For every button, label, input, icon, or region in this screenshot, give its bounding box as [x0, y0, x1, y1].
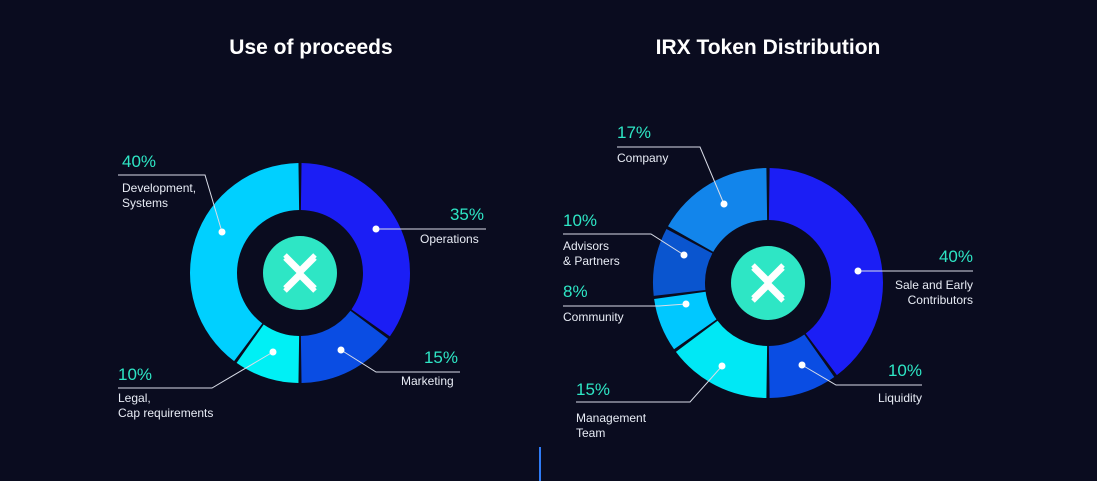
slice-label: Contributors	[908, 293, 973, 307]
pie-slice	[652, 229, 713, 296]
slice-label: Community	[563, 310, 624, 324]
slice-label: Legal,	[118, 391, 151, 405]
data-label-percent: 10%	[888, 361, 922, 380]
slice-label: Systems	[122, 196, 168, 210]
leader-line	[340, 349, 460, 373]
pie-slice	[300, 310, 389, 383]
data-label-percent: 10%	[563, 211, 597, 230]
data-label-percent: 35%	[450, 205, 484, 224]
slice-marker-dot	[372, 225, 380, 233]
pie-slice	[189, 163, 300, 362]
x-logo-stroke	[283, 256, 317, 290]
slice-label: Company	[617, 151, 668, 165]
slice-label: Advisors	[563, 239, 609, 253]
data-label-percent: 15%	[424, 348, 458, 367]
chart-use-of-proceeds: Use of proceeds 35% Operations 15% Marketin…	[118, 36, 486, 420]
data-label-percent: 10%	[118, 365, 152, 384]
pie-slice	[236, 324, 300, 383]
slice-label: Team	[576, 426, 605, 440]
leader-line	[801, 364, 922, 386]
slice-label: Cap requirements	[118, 406, 213, 420]
slice-marker-dot	[798, 361, 806, 369]
leader-line	[118, 351, 274, 389]
pie-slice	[675, 320, 768, 398]
slice-label: Sale and Early	[895, 278, 973, 292]
data-label-percent: 15%	[576, 380, 610, 399]
chart-irx-token-distribution: IRX Token Distribution 40% Sale and Early…	[563, 36, 973, 440]
pie-slice	[654, 291, 717, 350]
leader-line	[563, 233, 685, 256]
slice-label: Management	[576, 411, 647, 425]
slice-marker-dot	[337, 346, 345, 354]
chart-title: IRX Token Distribution	[656, 36, 881, 59]
leader-line	[576, 365, 723, 403]
slice-marker-dot	[218, 228, 226, 236]
data-label-percent: 40%	[939, 247, 973, 266]
leader-line	[563, 303, 687, 307]
slice-label: Liquidity	[878, 391, 922, 405]
data-label-percent: 8%	[563, 282, 588, 301]
pie-slice	[668, 168, 768, 252]
data-label-percent: 17%	[617, 123, 651, 142]
x-logo-stroke	[751, 266, 785, 300]
slice-label: & Partners	[563, 254, 620, 268]
pie-slice	[768, 168, 883, 376]
slice-label: Marketing	[401, 374, 454, 388]
slice-marker-dot	[854, 267, 862, 275]
chart-title: Use of proceeds	[229, 36, 392, 59]
data-label-percent: 40%	[122, 152, 156, 171]
slice-label: Development,	[122, 181, 196, 195]
slice-label: Operations	[420, 232, 479, 246]
leader-line	[118, 174, 223, 233]
slice-marker-dot	[718, 362, 726, 370]
slice-marker-dot	[682, 300, 690, 308]
slice-marker-dot	[680, 251, 688, 259]
slice-marker-dot	[269, 348, 277, 356]
leader-line	[617, 146, 725, 205]
slice-marker-dot	[720, 200, 728, 208]
pie-slice	[300, 163, 410, 337]
